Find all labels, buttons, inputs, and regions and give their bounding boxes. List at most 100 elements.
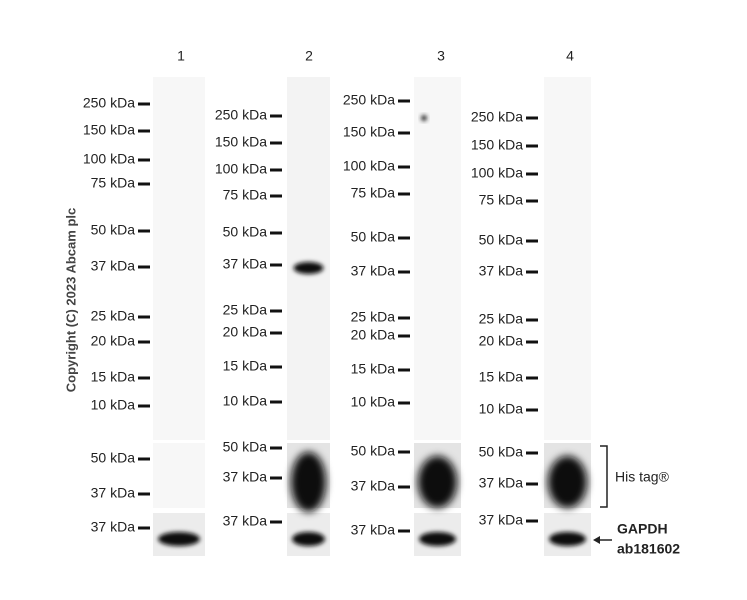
marker-label: 150 kDa <box>83 122 135 138</box>
lane-label: 3 <box>437 48 445 64</box>
marker-tick <box>398 192 410 196</box>
marker-tick <box>526 144 538 148</box>
marker-label: 100 kDa <box>471 165 523 181</box>
marker-tick <box>398 450 410 454</box>
marker-tick <box>270 365 282 369</box>
marker-tick <box>526 340 538 344</box>
marker-label: 25 kDa <box>479 311 524 327</box>
marker-label: 10 kDa <box>479 401 524 417</box>
marker-tick <box>526 318 538 322</box>
marker-label: 37 kDa <box>91 258 136 274</box>
marker-tick <box>270 141 282 145</box>
blot-strip <box>287 77 330 440</box>
marker-tick <box>138 129 150 133</box>
marker-tick <box>138 340 150 344</box>
marker-label: 75 kDa <box>479 192 524 208</box>
marker-tick <box>398 236 410 240</box>
blot-strip <box>153 443 205 508</box>
marker-tick <box>270 168 282 172</box>
marker-tick <box>398 485 410 489</box>
marker-tick <box>138 404 150 408</box>
marker-tick <box>398 368 410 372</box>
marker-tick <box>526 408 538 412</box>
marker-label: 50 kDa <box>223 224 268 240</box>
marker-tick <box>270 231 282 235</box>
arrow-head <box>593 536 600 544</box>
blot-strip <box>544 77 591 440</box>
marker-tick <box>138 182 150 186</box>
marker-tick <box>270 309 282 313</box>
marker-label: 37 kDa <box>351 522 396 538</box>
marker-label: 50 kDa <box>91 222 136 238</box>
band <box>291 452 326 512</box>
blot-strip <box>153 77 205 440</box>
marker-tick <box>270 476 282 480</box>
marker-label: 37 kDa <box>351 478 396 494</box>
marker-label: 15 kDa <box>479 369 524 385</box>
marker-tick <box>270 114 282 118</box>
band <box>292 532 325 546</box>
marker-label: 75 kDa <box>91 175 136 191</box>
marker-tick <box>526 172 538 176</box>
marker-label: 50 kDa <box>91 450 136 466</box>
marker-label: 250 kDa <box>83 95 135 111</box>
lane-label: 1 <box>177 48 185 64</box>
marker-tick <box>526 482 538 486</box>
marker-label: 50 kDa <box>223 439 268 455</box>
marker-tick <box>526 270 538 274</box>
marker-label: 100 kDa <box>83 151 135 167</box>
marker-label: 10 kDa <box>91 397 136 413</box>
marker-label: 37 kDa <box>223 469 268 485</box>
marker-label: 37 kDa <box>351 263 396 279</box>
marker-tick <box>138 376 150 380</box>
marker-tick <box>398 401 410 405</box>
blot-strip <box>414 77 461 440</box>
marker-label: 10 kDa <box>351 394 396 410</box>
marker-tick <box>270 331 282 335</box>
band <box>549 532 586 546</box>
marker-tick <box>526 376 538 380</box>
spot <box>421 115 427 121</box>
bracket <box>600 445 608 508</box>
marker-tick <box>398 529 410 533</box>
marker-label: 250 kDa <box>471 109 523 125</box>
marker-label: 100 kDa <box>215 161 267 177</box>
lane-label: 4 <box>566 48 574 64</box>
marker-label: 15 kDa <box>351 361 396 377</box>
lane-label: 2 <box>305 48 313 64</box>
marker-label: 37 kDa <box>223 513 268 529</box>
marker-tick <box>138 315 150 319</box>
marker-label: 250 kDa <box>215 107 267 123</box>
marker-label: 37 kDa <box>479 475 524 491</box>
marker-label: 75 kDa <box>351 185 396 201</box>
marker-label: 50 kDa <box>351 443 396 459</box>
band <box>418 456 457 508</box>
marker-tick <box>138 158 150 162</box>
marker-tick <box>138 229 150 233</box>
marker-tick <box>138 526 150 530</box>
marker-label: 15 kDa <box>91 369 136 385</box>
marker-label: 50 kDa <box>479 232 524 248</box>
marker-label: 100 kDa <box>343 158 395 174</box>
marker-label: 50 kDa <box>479 444 524 460</box>
marker-label: 37 kDa <box>91 485 136 501</box>
marker-tick <box>270 194 282 198</box>
band <box>419 532 456 546</box>
marker-tick <box>138 492 150 496</box>
marker-label: 150 kDa <box>215 134 267 150</box>
marker-label: 75 kDa <box>223 187 268 203</box>
marker-label: 37 kDa <box>479 263 524 279</box>
marker-label: 37 kDa <box>223 256 268 272</box>
marker-tick <box>398 99 410 103</box>
marker-label: 20 kDa <box>91 333 136 349</box>
marker-label: 15 kDa <box>223 358 268 374</box>
marker-tick <box>526 199 538 203</box>
marker-tick <box>526 239 538 243</box>
marker-label: 50 kDa <box>351 229 396 245</box>
marker-tick <box>138 265 150 269</box>
copyright: Copyright (C) 2023 Abcam plc <box>63 208 78 392</box>
his-tag-label: His tag® <box>615 469 670 485</box>
marker-label: 20 kDa <box>351 327 396 343</box>
marker-tick <box>270 400 282 404</box>
marker-tick <box>398 270 410 274</box>
